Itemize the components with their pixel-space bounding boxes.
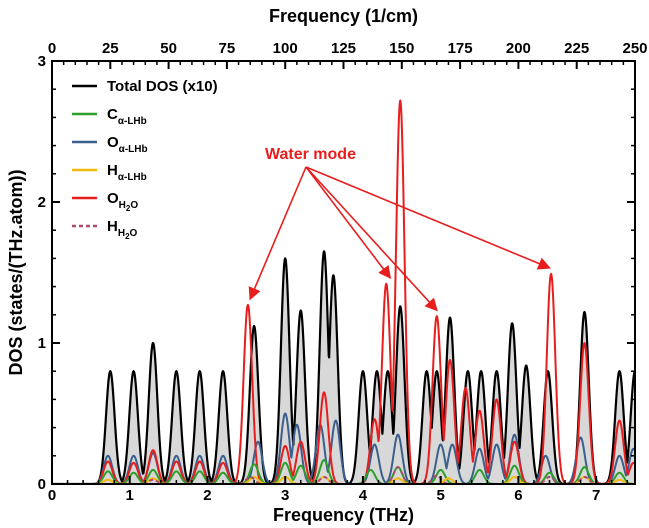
x2-tick-label: 75 (219, 40, 236, 57)
legend-item: Cα-LHb (72, 106, 147, 127)
legend-label: Total DOS (x10) (107, 78, 218, 95)
annotation: Water mode (248, 146, 551, 312)
annotation-arrow (248, 166, 307, 301)
legend-item: Total DOS (x10) (72, 78, 218, 95)
legend-item: HH2O (72, 218, 138, 241)
x-tick-label: 0 (48, 487, 56, 504)
legend-item: Hα-LHb (72, 162, 147, 183)
legend-item: Oα-LHb (72, 134, 148, 155)
x2-tick-label: 175 (448, 40, 473, 57)
legend-label: OH2O (107, 190, 138, 213)
annotation-label: Water mode (265, 146, 356, 163)
legend-label: Hα-LHb (107, 162, 147, 183)
x-tick-label: 6 (514, 487, 522, 504)
y-axis-title: DOS (states/(THz.atom)) (6, 169, 26, 375)
x-tick-label: 2 (203, 487, 211, 504)
x2-tick-label: 250 (622, 40, 647, 57)
legend-item: OH2O (72, 190, 138, 213)
legend: Total DOS (x10) Cα-LHb Oα-LHb Hα-LHb OH2O HH2… (72, 78, 218, 241)
x2-tick-label: 225 (564, 40, 589, 57)
y-tick-label: 3 (38, 53, 46, 70)
legend-label: HH2O (107, 218, 138, 241)
legend-label: Oα-LHb (107, 134, 148, 155)
x-tick-label: 7 (592, 487, 600, 504)
top-x-axis-title: Frequency (1/cm) (269, 6, 418, 26)
series-line-o-h2o (52, 99, 635, 484)
y-tick-label: 2 (38, 194, 46, 211)
axis-layer: 0 1 2 3 4 5 6 7 0 25 50 75 100 125 150 175 200 225 250 0 1 2 3 (38, 40, 648, 504)
x-tick-label: 3 (281, 487, 289, 504)
series-total-dos-x10 (52, 250, 635, 484)
annotation-arrow (305, 166, 551, 270)
x-tick-label: 4 (359, 487, 368, 504)
x2-tick-label: 200 (506, 40, 531, 57)
x2-tick-label: 125 (331, 40, 356, 57)
legend-label: Cα-LHb (107, 106, 147, 127)
y-tick-label: 0 (38, 476, 46, 493)
x2-tick-label: 100 (273, 40, 298, 57)
x-tick-label: 1 (126, 487, 134, 504)
x2-tick-label: 25 (102, 40, 119, 57)
x2-tick-label: 150 (389, 40, 414, 57)
x-tick-label: 5 (436, 487, 444, 504)
annotation-arrow (305, 166, 438, 312)
series-area-total-dos-x10 (52, 251, 635, 484)
x2-tick-label: 0 (48, 40, 56, 57)
y-tick-label: 1 (38, 335, 46, 352)
x-axis-title: Frequency (THz) (273, 505, 414, 525)
x2-tick-label: 50 (160, 40, 177, 57)
annotation-arrow (305, 166, 392, 280)
series-o-h2o (52, 99, 635, 484)
